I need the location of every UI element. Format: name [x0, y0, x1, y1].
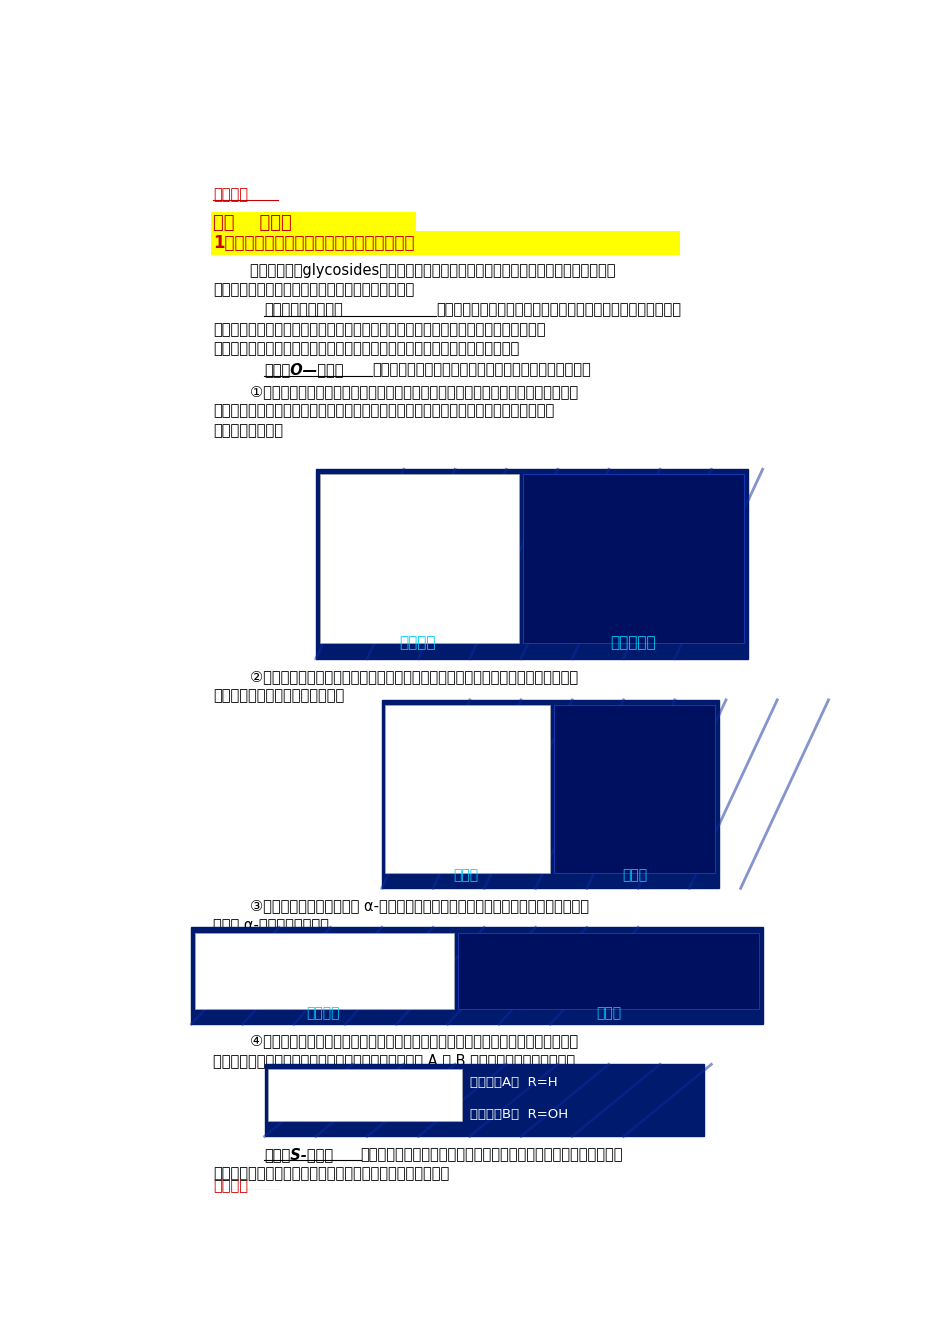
Text: 苦杏仁苷: 苦杏仁苷 [306, 1005, 339, 1020]
Text: ：苷类按是生物体内原存的或是次生的，可分为原苷和次级苷；: ：苷类按是生物体内原存的或是次生的，可分为原苷和次级苷； [435, 302, 681, 317]
FancyBboxPatch shape [522, 475, 744, 643]
Text: 二，    问答题: 二， 问答题 [213, 214, 292, 233]
FancyBboxPatch shape [194, 933, 454, 1008]
FancyBboxPatch shape [457, 933, 758, 1008]
Text: 山慈姑苷A：  R=H: 山慈姑苷A： R=H [469, 1076, 557, 1088]
Text: 苷，其结构如下：: 苷，其结构如下： [213, 422, 283, 439]
Text: 性质又有酯的性质，易为稀酸和稀碱水解，如山慈姑苷 A 和 B 皆为酯苷，有抗癌菌活性。: 性质又有酯的性质，易为稀酸和稀碱水解，如山慈姑苷 A 和 B 皆为酯苷，有抗癌菌… [213, 1054, 575, 1068]
FancyBboxPatch shape [319, 475, 518, 643]
Text: 的苷元 α-羟腈往往不稳定。: 的苷元 α-羟腈往往不稳定。 [213, 919, 329, 933]
FancyBboxPatch shape [381, 699, 717, 888]
Text: 罧牙菜苦苷: 罧牙菜苦苷 [610, 635, 655, 651]
Text: 硫苷（S-苷）：: 硫苷（S-苷）： [263, 1147, 332, 1162]
Text: 根据苷键的不同可分为醇苷、酚苷、氰苷、酯苷等四类。: 根据苷键的不同可分为醇苷、酚苷、氰苷、酯苷等四类。 [372, 362, 590, 377]
Text: ③、氰苷：主要是指一类具 α-羟腈基的苷元与糖组成的氰苷，其特性是经酶作用生成: ③、氰苷：主要是指一类具 α-羟腈基的苷元与糖组成的氰苷，其特性是经酶作用生成 [213, 898, 589, 913]
Text: 野樱苷: 野樱苷 [595, 1005, 620, 1020]
FancyBboxPatch shape [191, 928, 762, 1024]
Text: 按连接单糖基的个数分为单糖苷、二糖苷等；按连接糖的链数分为单糖链苷、双糖链苷: 按连接单糖基的个数分为单糖苷、二糖苷等；按连接糖的链数分为单糖链苷、双糖链苷 [213, 322, 546, 337]
FancyBboxPatch shape [385, 705, 549, 873]
Text: 苷的类型与结构特征: 苷的类型与结构特征 [263, 302, 343, 317]
FancyBboxPatch shape [211, 231, 679, 255]
Text: 等；按苷键原子的不同分为氧苷、硫苷、氮苷和碳苷等，其中最常见的是氧苷。: 等；按苷键原子的不同分为氧苷、硫苷、氮苷和碳苷等，其中最常见的是氧苷。 [213, 342, 519, 357]
Text: 氧苷（O—苷）：: 氧苷（O—苷）： [263, 362, 343, 377]
Text: 山慈姑苷B：  R=OH: 山慈姑苷B： R=OH [469, 1108, 567, 1122]
Text: ①、醇苷：是由苷元醇羟基与糖端基羟基脱水缩合而成。醇苷苷元中不少是萜类和醇: ①、醇苷：是由苷元醇羟基与糖端基羟基脱水缩合而成。醇苷苷元中不少是萜类和醇 [213, 384, 578, 398]
Text: 精品文档: 精品文档 [213, 187, 248, 202]
Text: 精品文档: 精品文档 [213, 1179, 248, 1194]
Text: 1、苷的定义、结构和分类及每一类的结构式: 1、苷的定义、结构和分类及每一类的结构式 [213, 234, 414, 251]
Text: 类化合物，其中强心苷和皂苷是醇苷中的重要类型。例如：红景天苷和獐牙菜苦苷均是醇: 类化合物，其中强心苷和皂苷是醇苷中的重要类型。例如：红景天苷和獐牙菜苦苷均是醇 [213, 404, 554, 418]
Text: ②酚苷：是由苷元酚羟基与糖分子端基羟基脱水缩合而成。例如天麻中的天麻丹皮中: ②酚苷：是由苷元酚羟基与糖分子端基羟基脱水缩合而成。例如天麻中的天麻丹皮中 [213, 668, 578, 685]
FancyBboxPatch shape [264, 1064, 703, 1136]
Text: 天麻苷: 天麻苷 [453, 868, 478, 882]
FancyBboxPatch shape [553, 705, 715, 873]
Text: 定义：苷类（glycosides）：又称配糖体，是糖或糖的衍生物与另一非糖物质（称为苷: 定义：苷类（glycosides）：又称配糖体，是糖或糖的衍生物与另一非糖物质（… [213, 263, 615, 278]
Text: 红景天苷: 红景天苷 [398, 635, 435, 651]
Text: 就是疏苷，煮萝卜时的特殊气味与含硫苷元的分解产物有关。: 就是疏苷，煮萝卜时的特殊气味与含硫苷元的分解产物有关。 [213, 1166, 449, 1182]
FancyBboxPatch shape [268, 1070, 462, 1120]
Text: ④、酯苷：是由苷元羧基和糖的半缩醛羟基脱水连接而成。这种苷的苷键既有缩醛的: ④、酯苷：是由苷元羧基和糖的半缩醛羟基脱水连接而成。这种苷的苷键既有缩醛的 [213, 1034, 578, 1048]
Text: 丹皮苷: 丹皮苷 [621, 868, 647, 882]
Text: 是由苷元上巯基与糖分子端基羟基脱水缩合而成。如萝卜中的萝卜苷: 是由苷元上巯基与糖分子端基羟基脱水缩合而成。如萝卜中的萝卜苷 [361, 1147, 622, 1162]
Text: 元或配基）通过糖的端基碳原子连接而成的化合物。: 元或配基）通过糖的端基碳原子连接而成的化合物。 [213, 282, 414, 297]
FancyBboxPatch shape [211, 211, 415, 237]
FancyBboxPatch shape [315, 469, 747, 659]
Text: 的丹皮苷都是酚苷，其结构如下：: 的丹皮苷都是酚苷，其结构如下： [213, 689, 345, 703]
